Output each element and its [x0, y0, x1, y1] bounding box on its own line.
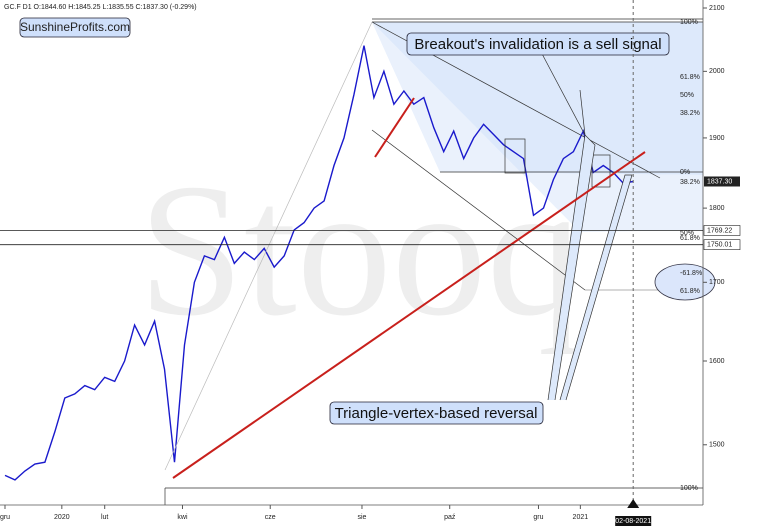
red-trend-line: [374, 97, 415, 158]
x-tick-label: sie: [357, 514, 366, 521]
level-box: [703, 225, 741, 236]
pointer: [559, 174, 633, 401]
level-label: 1769.22: [707, 227, 732, 234]
x-tick-label: 2020: [54, 514, 70, 521]
y-tick-label: 1600: [709, 358, 725, 365]
y-tick-label: 1500: [709, 442, 725, 449]
annotation: Breakout's invalidation is a sell signal: [414, 36, 661, 53]
date-box: [615, 516, 652, 526]
brand-box: [19, 17, 131, 38]
fib-label: 61.8%: [680, 74, 700, 81]
y-tick-label: 2100: [709, 5, 725, 12]
y-tick-label: 1900: [709, 135, 725, 142]
trend-line: [164, 21, 373, 471]
x-tick-label: gru: [533, 514, 543, 521]
header: GC.F D1 O:1844.60 H:1845.25 L:1835.55 C:…: [4, 4, 197, 11]
date-arrow: [627, 499, 640, 508]
trend-line: [371, 129, 586, 291]
x-tick-label: kwi: [177, 514, 188, 521]
fib-label: 50%: [680, 92, 694, 99]
x-tick-label: paź: [444, 514, 456, 521]
annotation-box: [406, 32, 670, 56]
y-tick-label: 1800: [709, 205, 725, 212]
brand: SunshineProfits.com: [20, 20, 130, 34]
trend-lines: [164, 18, 703, 505]
target-ellipse: [654, 263, 716, 301]
x-tick-label: gru: [0, 514, 10, 521]
fib-label: 100%: [680, 19, 698, 26]
range-box: [504, 138, 526, 174]
x-tick-label: 2021: [573, 514, 589, 521]
last-price-box: [704, 176, 740, 187]
fib-label: 50%: [680, 230, 694, 237]
fib-label: 38.2%: [680, 179, 700, 186]
date-label: 02-08-2021: [615, 518, 651, 525]
fib-label: -61.8%: [680, 270, 702, 277]
watermark: Stooq: [138, 146, 581, 356]
level-label: 1750.01: [707, 242, 732, 249]
y-tick-label: 2000: [709, 68, 725, 75]
annotation-box: [329, 401, 544, 425]
fib-label: 0%: [680, 169, 690, 176]
level-box: [703, 239, 741, 250]
x-tick-label: cze: [265, 514, 276, 521]
range-box: [591, 154, 611, 188]
pointer: [547, 134, 596, 401]
y-tick-label: 1700: [709, 279, 725, 286]
annotation: Triangle-vertex-based reversal: [335, 405, 538, 422]
fib-label: 61.8%: [680, 235, 700, 242]
fib-label: 61.8%: [680, 288, 700, 295]
price-line: [4, 45, 634, 481]
x-tick-label: lut: [101, 514, 108, 521]
last-price-label: 1837.30: [707, 178, 732, 185]
fib-label: 38.2%: [680, 110, 700, 117]
fib-label: 100%: [680, 485, 698, 492]
fib-labels: 100% 61.8% 50% 38.2% 0% 38.2% 50% 61.8% …: [680, 19, 702, 492]
red-trend-line: [172, 151, 646, 479]
